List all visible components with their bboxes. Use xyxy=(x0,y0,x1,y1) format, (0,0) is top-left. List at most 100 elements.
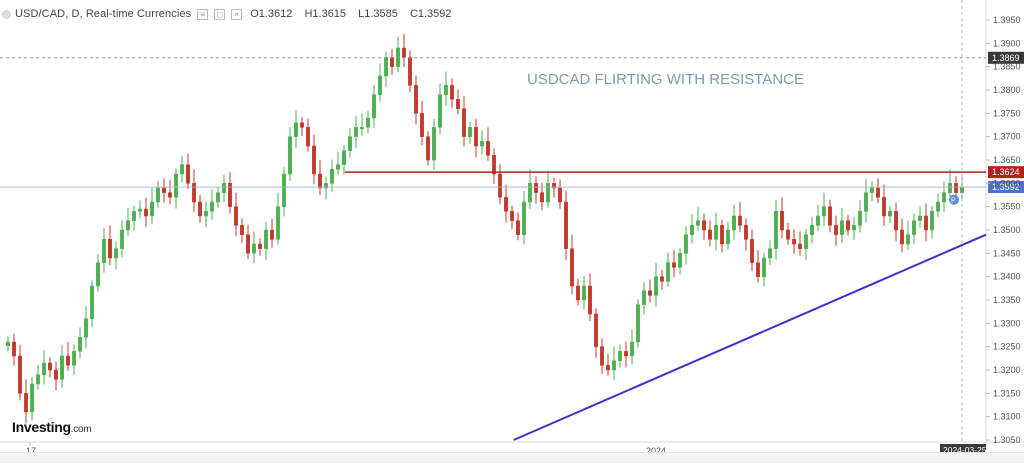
candle-up xyxy=(204,211,208,217)
candle-up xyxy=(438,94,442,128)
candle-up xyxy=(384,57,388,77)
candle-up xyxy=(612,360,616,371)
ohlc-values: O1.3612 H1.3615 L1.3585 C1.3592 xyxy=(250,8,460,20)
candle-up xyxy=(822,206,826,217)
candle-up xyxy=(150,201,154,217)
candle-up xyxy=(432,127,436,161)
candle-up xyxy=(96,262,100,287)
candle-down xyxy=(738,215,742,226)
candle-down xyxy=(192,183,196,203)
status-dot-icon xyxy=(2,9,11,19)
candle-down xyxy=(306,127,310,147)
candle-up xyxy=(930,211,934,231)
candle-down xyxy=(54,369,58,380)
candle-up xyxy=(762,257,766,277)
candle-down xyxy=(894,211,898,231)
candle-down xyxy=(594,313,598,347)
candle-up xyxy=(654,276,658,296)
candle-up xyxy=(522,201,526,235)
candle-up xyxy=(174,173,178,198)
candle-up xyxy=(696,220,700,226)
candle-up xyxy=(768,248,772,259)
logo-suffix: .com xyxy=(70,424,92,435)
candle-up xyxy=(282,173,286,207)
candle-down xyxy=(606,365,610,371)
candle-down xyxy=(876,187,880,198)
candle-up xyxy=(84,318,88,338)
candle-down xyxy=(246,234,250,254)
y-tick-label: 1.3600 xyxy=(993,178,1021,188)
candle-up xyxy=(288,136,292,175)
candle-up xyxy=(840,220,844,235)
candle-up xyxy=(732,215,736,231)
candle-down xyxy=(564,201,568,249)
current-price-label: 1.3592 xyxy=(992,182,1020,192)
candle-up xyxy=(774,211,778,249)
time-axis: 17 2024 2024-03-25 xyxy=(26,442,987,456)
candle-down xyxy=(558,187,562,203)
candle-down xyxy=(576,285,580,301)
candle-down xyxy=(828,206,832,226)
candle-up xyxy=(888,211,892,217)
marker-label: P xyxy=(951,198,956,205)
remove-series-icon[interactable]: × xyxy=(231,8,243,20)
candle-up xyxy=(60,355,64,380)
candle-up xyxy=(912,220,916,235)
low-value: L1.3585 xyxy=(358,8,398,20)
candle-up xyxy=(636,304,640,343)
candle-down xyxy=(708,229,712,240)
y-tick-label: 1.3650 xyxy=(993,155,1021,165)
candle-down xyxy=(780,211,784,231)
candle-up xyxy=(684,234,688,254)
candle-down xyxy=(750,239,754,263)
candle-down xyxy=(426,136,430,161)
candle-down xyxy=(510,211,514,221)
candle-down xyxy=(534,183,538,193)
candle-down xyxy=(552,183,556,189)
candle-up xyxy=(324,183,328,189)
candle-up xyxy=(942,192,946,203)
candle-up xyxy=(528,183,532,203)
candle-down xyxy=(228,183,232,207)
candle-down xyxy=(624,351,628,357)
candle-down xyxy=(720,225,724,245)
candle-down xyxy=(240,225,244,235)
y-tick-label: 1.3150 xyxy=(993,388,1021,398)
candle-up xyxy=(138,208,142,212)
chart-legend-header: USD/CAD, D, Real-time Currencies ≡ ◻ × O… xyxy=(0,4,640,24)
high-price-label: 1.3869 xyxy=(992,53,1020,63)
candle-up xyxy=(30,383,34,413)
candle-down xyxy=(600,346,604,366)
candle-up xyxy=(264,229,268,249)
y-tick-label: 1.3950 xyxy=(993,15,1021,25)
candle-down xyxy=(24,393,28,413)
candle-up xyxy=(630,341,634,357)
candle-up xyxy=(666,262,670,282)
candle-down xyxy=(516,220,520,235)
candle-up xyxy=(114,248,118,259)
candle-down xyxy=(12,341,16,357)
candle-up xyxy=(378,75,382,95)
logo-brand: Investing xyxy=(12,419,71,435)
y-tick-label: 1.3700 xyxy=(993,132,1021,142)
candle-down xyxy=(168,192,172,198)
x-tick-label: 17 xyxy=(26,446,36,456)
candle-up xyxy=(360,127,364,130)
candle-up xyxy=(90,285,94,319)
y-tick-label: 1.3400 xyxy=(993,272,1021,282)
candle-up xyxy=(714,225,718,240)
hide-series-icon[interactable]: ◻ xyxy=(214,8,226,20)
candle-up xyxy=(294,122,298,137)
investing-logo: Investing.com xyxy=(12,419,92,435)
candle-down xyxy=(588,285,592,315)
y-tick-label: 1.3800 xyxy=(993,85,1021,95)
candle-down xyxy=(456,99,460,109)
candle-down xyxy=(408,57,412,86)
chart-bottom-toolbar xyxy=(0,452,1024,463)
candle-down xyxy=(144,208,148,217)
settings-toggle-icon[interactable]: ≡ xyxy=(197,8,209,20)
candlestick-series xyxy=(6,34,964,424)
